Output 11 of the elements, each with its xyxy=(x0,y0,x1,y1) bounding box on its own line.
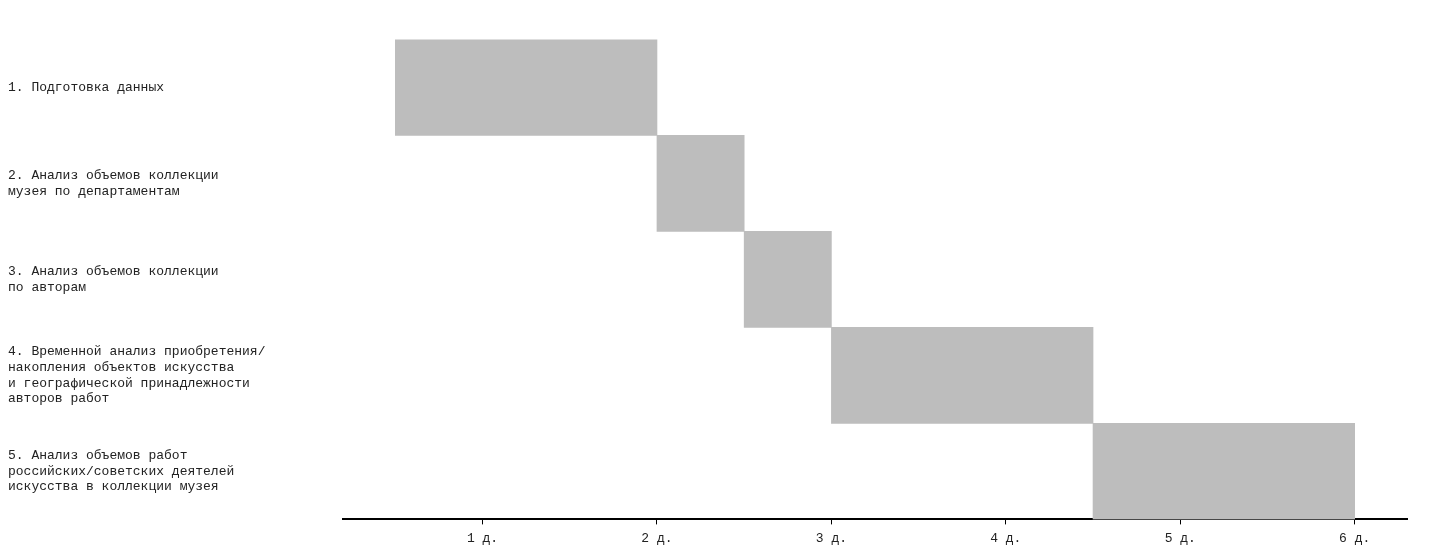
y-tick-label: 1. Подготовка данных xyxy=(8,79,165,95)
y-tick-label: 3. Анализ объемов коллекции по авторам xyxy=(8,264,219,295)
x-tick-label: 5 д. xyxy=(1164,530,1196,546)
x-tick-label: 1 д. xyxy=(466,530,499,546)
y-tick-label: 4. Временной анализ приобретения/ накопления объектов искусства и географической принадлежности авторов работ xyxy=(8,344,266,407)
x-tick-label: 2 д. xyxy=(641,530,673,546)
y-tick-label: 5. Анализ объемов работ российских/советских деятелей искусства в коллекции музея xyxy=(8,448,235,495)
y-tick-label: 2. Анализ объемов коллекции музея по департаментам xyxy=(8,168,219,199)
x-tick-label: 3 д. xyxy=(815,530,847,546)
x-tick-label: 6 д. xyxy=(1339,530,1371,546)
x-tick-label: 4 д. xyxy=(990,530,1022,546)
